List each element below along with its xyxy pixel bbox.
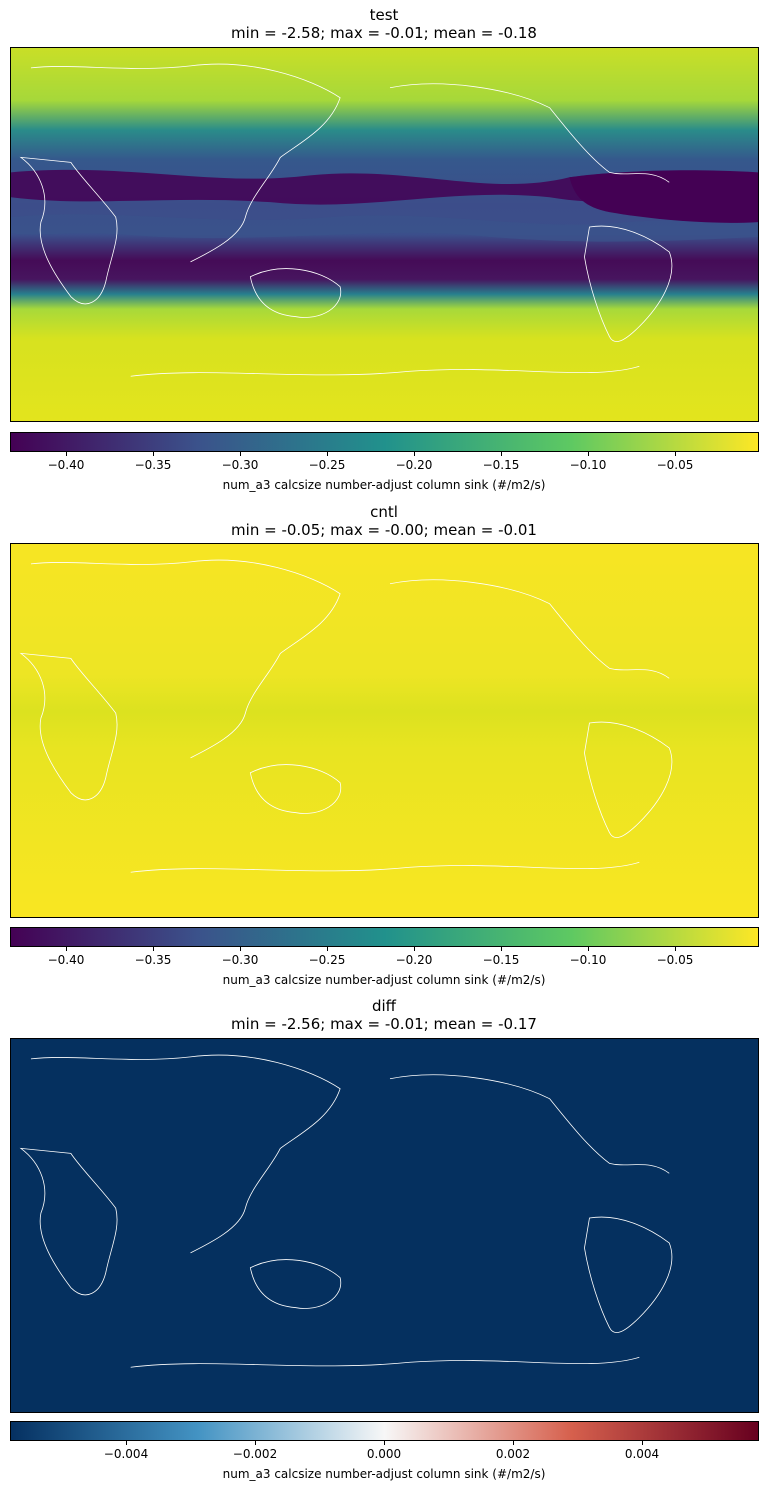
tick-label: −0.10 [569, 458, 607, 472]
tick-label: −0.20 [395, 458, 433, 472]
tick-label: −0.20 [395, 953, 433, 967]
map-cntl-svg [11, 544, 758, 917]
colorbar-cntl [10, 927, 759, 947]
tick-label: −0.10 [569, 953, 607, 967]
tick-mark [384, 1441, 385, 1445]
tick-mark [126, 1441, 127, 1445]
tick-mark [153, 947, 154, 951]
tick-mark [501, 947, 502, 951]
field-cntl [11, 544, 758, 917]
band-test-atlantic [569, 170, 758, 223]
tick-label: 0.004 [624, 1447, 660, 1461]
tick-label: −0.40 [47, 953, 85, 967]
panel-title-test: test [369, 6, 399, 24]
tick-mark [255, 1441, 256, 1445]
tick-mark [414, 452, 415, 456]
tick-label: −0.35 [134, 458, 172, 472]
tick-mark [66, 947, 67, 951]
tick-label: 0.002 [495, 1447, 531, 1461]
coastlines-cntl [19, 559, 673, 873]
tick-mark [66, 452, 67, 456]
colorbar-label-test: num_a3 calcsize number-adjust column sin… [222, 478, 546, 492]
tick-label: −0.35 [134, 953, 172, 967]
tick-mark [327, 452, 328, 456]
map-diff [10, 1038, 759, 1413]
tick-mark [588, 947, 589, 951]
tick-label: −0.05 [656, 458, 694, 472]
band-test-2 [11, 214, 758, 242]
tick-label: 0.000 [366, 1447, 402, 1461]
tick-mark [153, 452, 154, 456]
tick-label: −0.15 [482, 458, 520, 472]
tick-label: −0.30 [221, 953, 259, 967]
tick-mark [501, 452, 502, 456]
map-cntl [10, 543, 759, 918]
tick-mark [240, 947, 241, 951]
tick-mark [675, 452, 676, 456]
colorbar-ticks-diff: −0.004 −0.002 0.000 0.002 0.004 [10, 1441, 759, 1461]
tick-label: −0.002 [232, 1447, 278, 1461]
field-diff [11, 1039, 758, 1412]
tick-label: −0.004 [103, 1447, 149, 1461]
colorbar-label-cntl: num_a3 calcsize number-adjust column sin… [222, 973, 546, 987]
tick-label: −0.25 [308, 953, 346, 967]
tick-label: −0.05 [656, 953, 694, 967]
coastlines-test [19, 63, 673, 377]
panel-subtitle-cntl: min = -0.05; max = -0.00; mean = -0.01 [231, 521, 537, 539]
map-diff-svg [11, 1039, 758, 1412]
tick-mark [513, 1441, 514, 1445]
map-test-svg [11, 48, 758, 421]
colorbar-label-diff: num_a3 calcsize number-adjust column sin… [222, 1467, 546, 1481]
tick-mark [642, 1441, 643, 1445]
tick-mark [588, 452, 589, 456]
tick-mark [240, 452, 241, 456]
panel-title-cntl: cntl [370, 503, 398, 521]
colorbar-ticks-cntl: −0.40 −0.35 −0.30 −0.25 −0.20 −0.15 −0.1… [10, 947, 759, 967]
tick-label: −0.40 [47, 458, 85, 472]
tick-label: −0.25 [308, 458, 346, 472]
tick-label: −0.15 [482, 953, 520, 967]
tick-mark [414, 947, 415, 951]
panel-title-diff: diff [371, 997, 397, 1015]
tick-mark [327, 947, 328, 951]
panel-subtitle-test: min = -2.58; max = -0.01; mean = -0.18 [231, 24, 537, 42]
panel-subtitle-diff: min = -2.56; max = -0.01; mean = -0.17 [231, 1015, 537, 1033]
colorbar-ticks-test: −0.40 −0.35 −0.30 −0.25 −0.20 −0.15 −0.1… [10, 452, 759, 472]
tick-label: −0.30 [221, 458, 259, 472]
colorbar-diff [10, 1421, 759, 1441]
tick-mark [675, 947, 676, 951]
colorbar-test [10, 432, 759, 452]
map-test [10, 47, 759, 422]
coastlines-diff [19, 1054, 673, 1368]
